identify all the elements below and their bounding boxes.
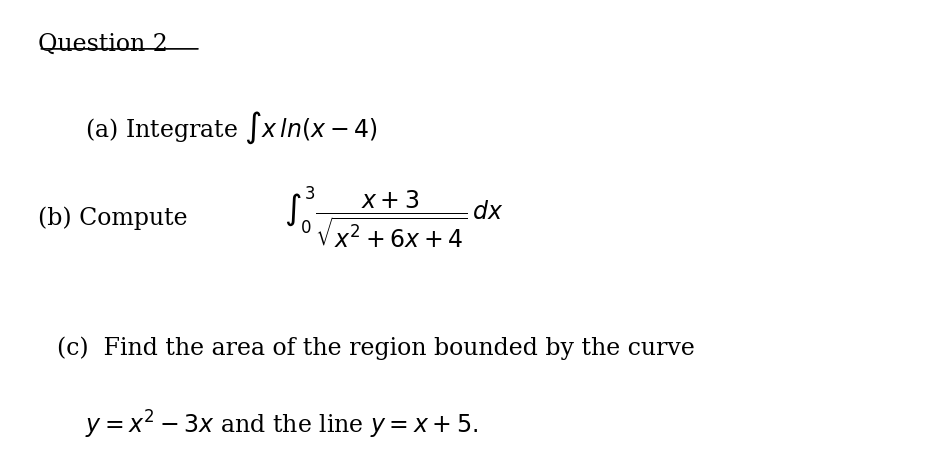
Text: (a) Integrate $\int x\, ln(x - 4)$: (a) Integrate $\int x\, ln(x - 4)$ bbox=[85, 110, 378, 147]
Text: $\int_0^3 \dfrac{x+3}{\sqrt{x^2+6x+4}}\,dx$: $\int_0^3 \dfrac{x+3}{\sqrt{x^2+6x+4}}\,… bbox=[285, 186, 504, 252]
Text: Question 2: Question 2 bbox=[38, 33, 168, 56]
Text: (b) Compute: (b) Compute bbox=[38, 207, 195, 230]
Text: (c)  Find the area of the region bounded by the curve: (c) Find the area of the region bounded … bbox=[57, 336, 695, 359]
Text: $y = x^2 - 3x$ and the line $y = x + 5.$: $y = x^2 - 3x$ and the line $y = x + 5.$ bbox=[85, 409, 478, 440]
